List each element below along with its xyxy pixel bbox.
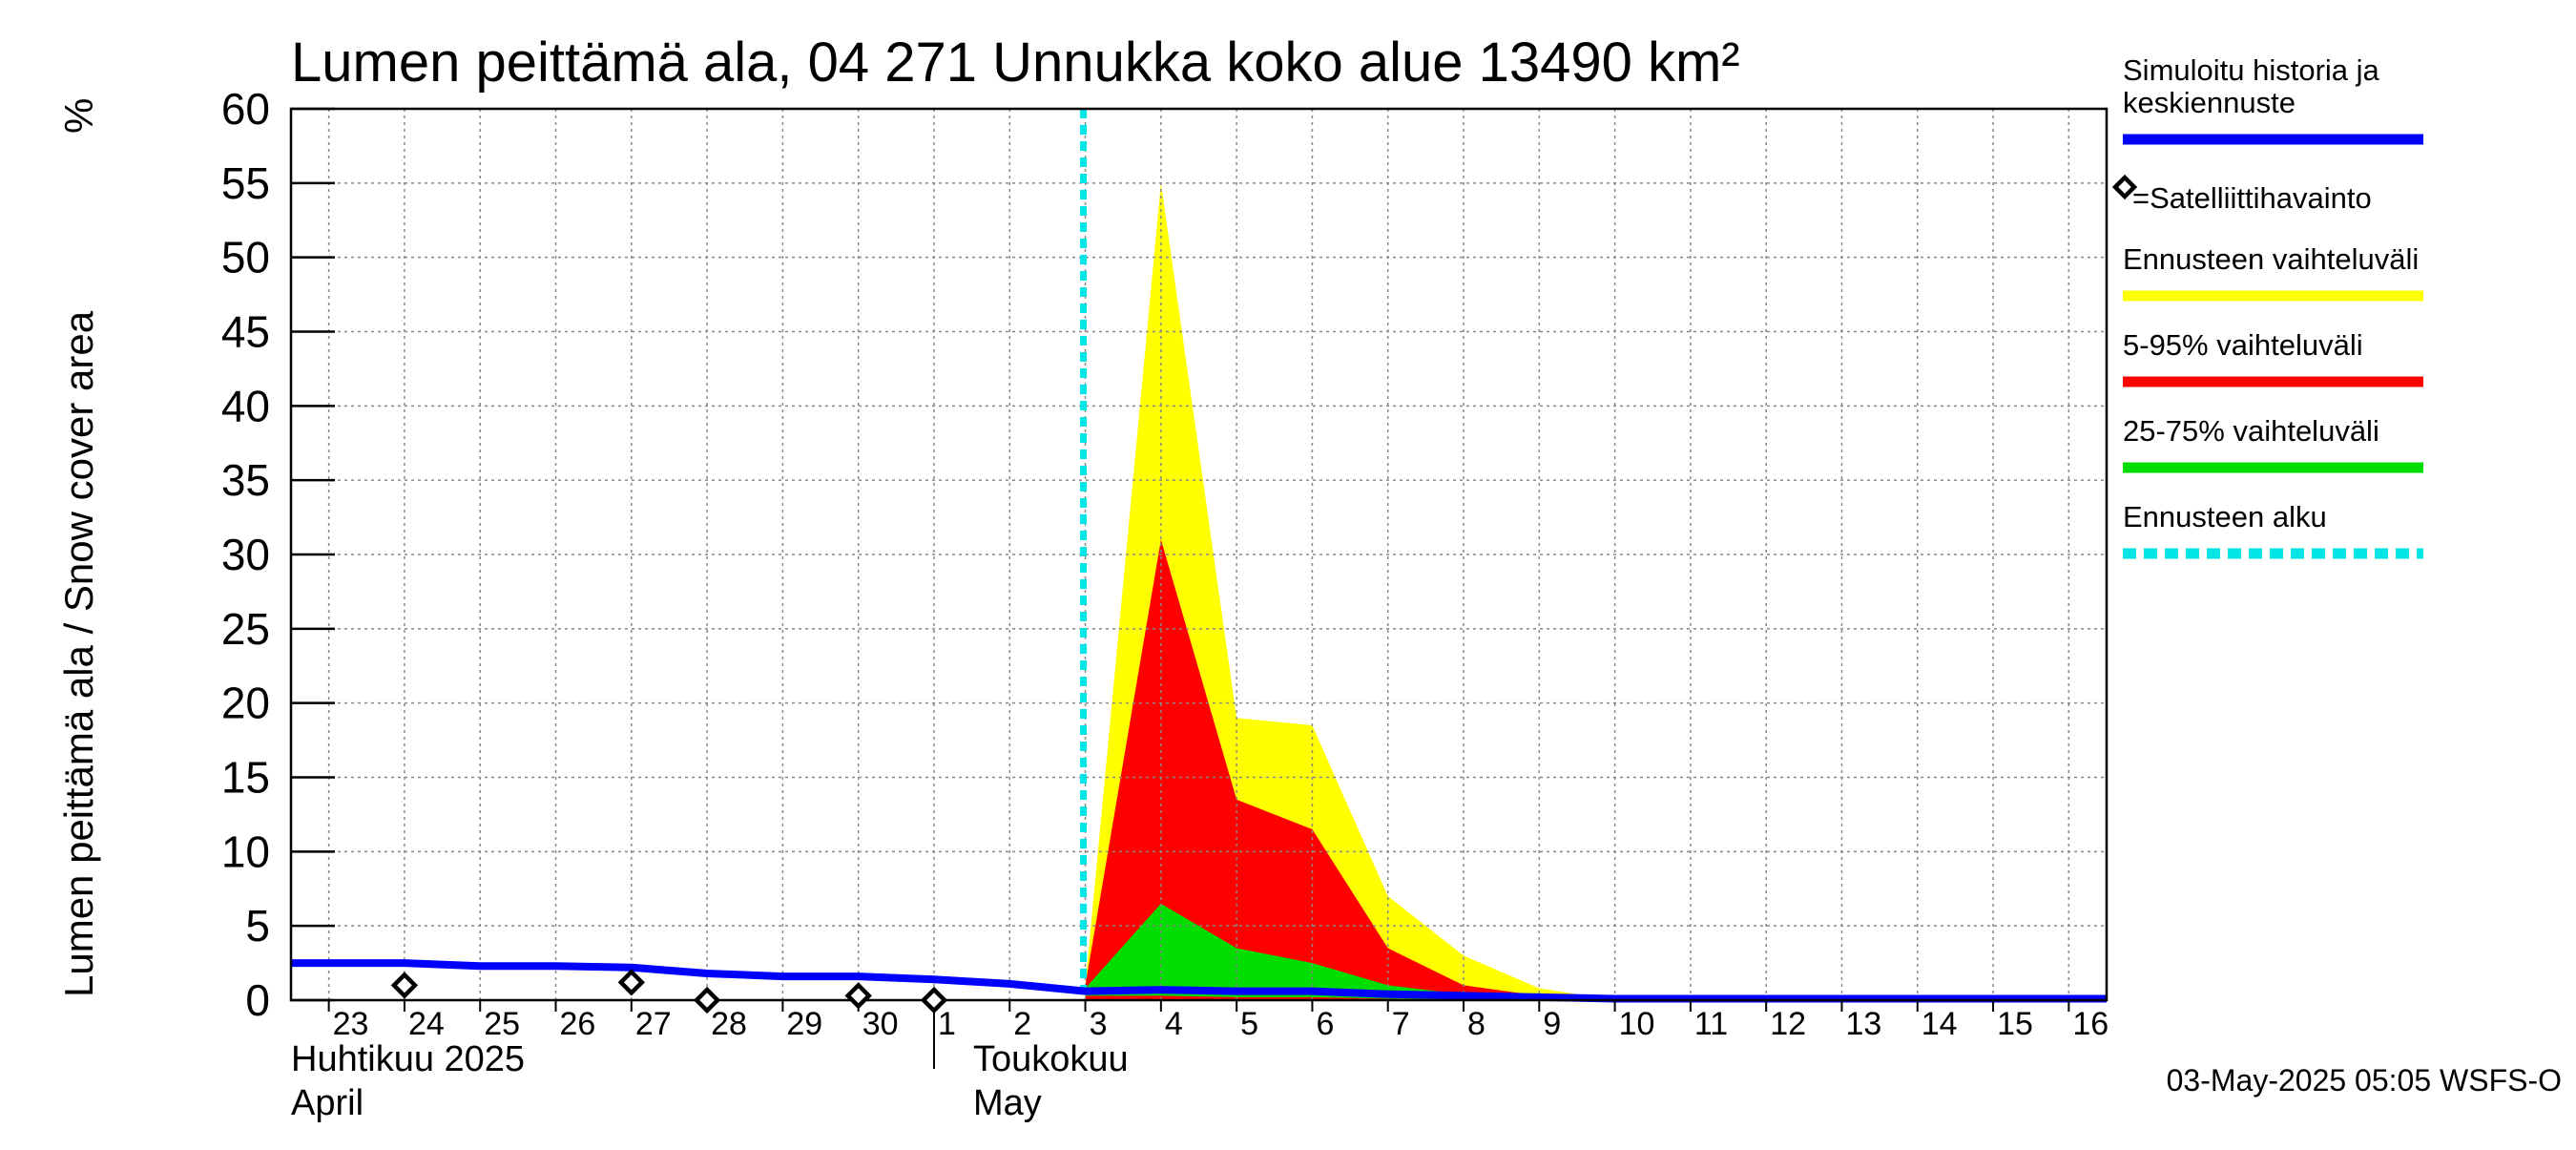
axes — [289, 107, 2109, 1069]
x-tick-label-6: 6 — [1316, 1006, 1334, 1042]
x-tick-label-4: 4 — [1165, 1006, 1183, 1042]
month-label-may-en: May — [973, 1083, 1042, 1123]
y-tick-label-10: 10 — [221, 826, 270, 876]
legend-item-3-label-0: 5-95% vaihteluväli — [2123, 328, 2363, 362]
observation-markers — [390, 969, 948, 1014]
observation-marker — [617, 969, 645, 996]
legend-item-0-label-1: keskiennuste — [2123, 86, 2296, 119]
legend-item-2-label-0: Ennusteen vaihteluväli — [2123, 242, 2419, 276]
observation-marker — [844, 982, 872, 1010]
y-tick-label-25: 25 — [221, 604, 270, 654]
x-tick-label-2: 2 — [1013, 1006, 1031, 1042]
y-tick-label-45: 45 — [221, 307, 270, 357]
y-axis-unit: % — [56, 98, 101, 134]
x-tick-label-27: 27 — [635, 1006, 672, 1042]
x-tick-label-11: 11 — [1694, 1006, 1728, 1042]
observation-marker — [693, 986, 721, 1014]
chart-text: Lumen peittämä ala, 04 271 Unnukka koko … — [56, 31, 2562, 1123]
legend-item-1-marker — [2111, 174, 2138, 200]
x-tick-label-24: 24 — [408, 1006, 445, 1042]
x-tick-label-12: 12 — [1770, 1006, 1806, 1042]
x-tick-label-14: 14 — [1922, 1006, 1958, 1042]
footer-timestamp: 03-May-2025 05:05 WSFS-O — [2167, 1063, 2562, 1098]
y-tick-label-20: 20 — [221, 679, 270, 728]
y-tick-label-30: 30 — [221, 530, 270, 579]
x-tick-label-3: 3 — [1090, 1006, 1108, 1042]
forecast-bands — [1085, 182, 2069, 1001]
x-tick-label-23: 23 — [333, 1006, 369, 1042]
y-tick-label-50: 50 — [221, 233, 270, 282]
x-tick-label-15: 15 — [1997, 1006, 2033, 1042]
x-tick-label-25: 25 — [484, 1006, 520, 1042]
y-tick-label-5: 5 — [245, 901, 270, 951]
month-label-april-en: April — [291, 1083, 364, 1123]
legend-item-1-label: =Satelliittihavainto — [2132, 181, 2372, 215]
legend-item-5-label-0: Ennusteen alku — [2123, 500, 2327, 533]
x-tick-label-1: 1 — [938, 1006, 956, 1042]
band-25-75-vaihteluv-li — [1085, 903, 2069, 1000]
y-axis-label: Lumen peittämä ala / Snow cover area — [56, 310, 101, 997]
series-line-mean — [291, 959, 2107, 1003]
x-tick-label-30: 30 — [862, 1006, 899, 1042]
legend-item-4-label-0: 25-75% vaihteluväli — [2123, 414, 2379, 448]
x-tick-label-7: 7 — [1392, 1006, 1410, 1042]
y-tick-label-60: 60 — [221, 84, 270, 134]
y-tick-label-15: 15 — [221, 753, 270, 803]
x-tick-label-28: 28 — [711, 1006, 747, 1042]
x-tick-label-9: 9 — [1543, 1006, 1561, 1042]
month-label-may-fi: Toukokuu — [973, 1039, 1129, 1079]
y-tick-label-55: 55 — [221, 158, 270, 208]
band-ennusteen-vaihteluv-li — [1085, 182, 2069, 1001]
month-label-april-fi: Huhtikuu 2025 — [291, 1039, 525, 1079]
chart-title: Lumen peittämä ala, 04 271 Unnukka koko … — [291, 31, 1740, 94]
observation-marker — [920, 986, 948, 1014]
x-tick-label-26: 26 — [560, 1006, 596, 1042]
y-tick-label-40: 40 — [221, 381, 270, 430]
x-tick-label-16: 16 — [2072, 1006, 2109, 1042]
x-tick-label-10: 10 — [1619, 1006, 1655, 1042]
x-tick-label-29: 29 — [786, 1006, 822, 1042]
legend-item-0-label-0: Simuloitu historia ja — [2123, 53, 2380, 87]
y-tick-label-35: 35 — [221, 455, 270, 505]
observation-marker — [390, 972, 419, 999]
x-tick-label-13: 13 — [1845, 1006, 1881, 1042]
x-tick-label-5: 5 — [1240, 1006, 1258, 1042]
x-tick-label-8: 8 — [1467, 1006, 1485, 1042]
series-lines — [291, 109, 2107, 1003]
band-5-95-vaihteluv-li — [1085, 539, 2069, 1000]
y-tick-label-0: 0 — [245, 975, 270, 1025]
